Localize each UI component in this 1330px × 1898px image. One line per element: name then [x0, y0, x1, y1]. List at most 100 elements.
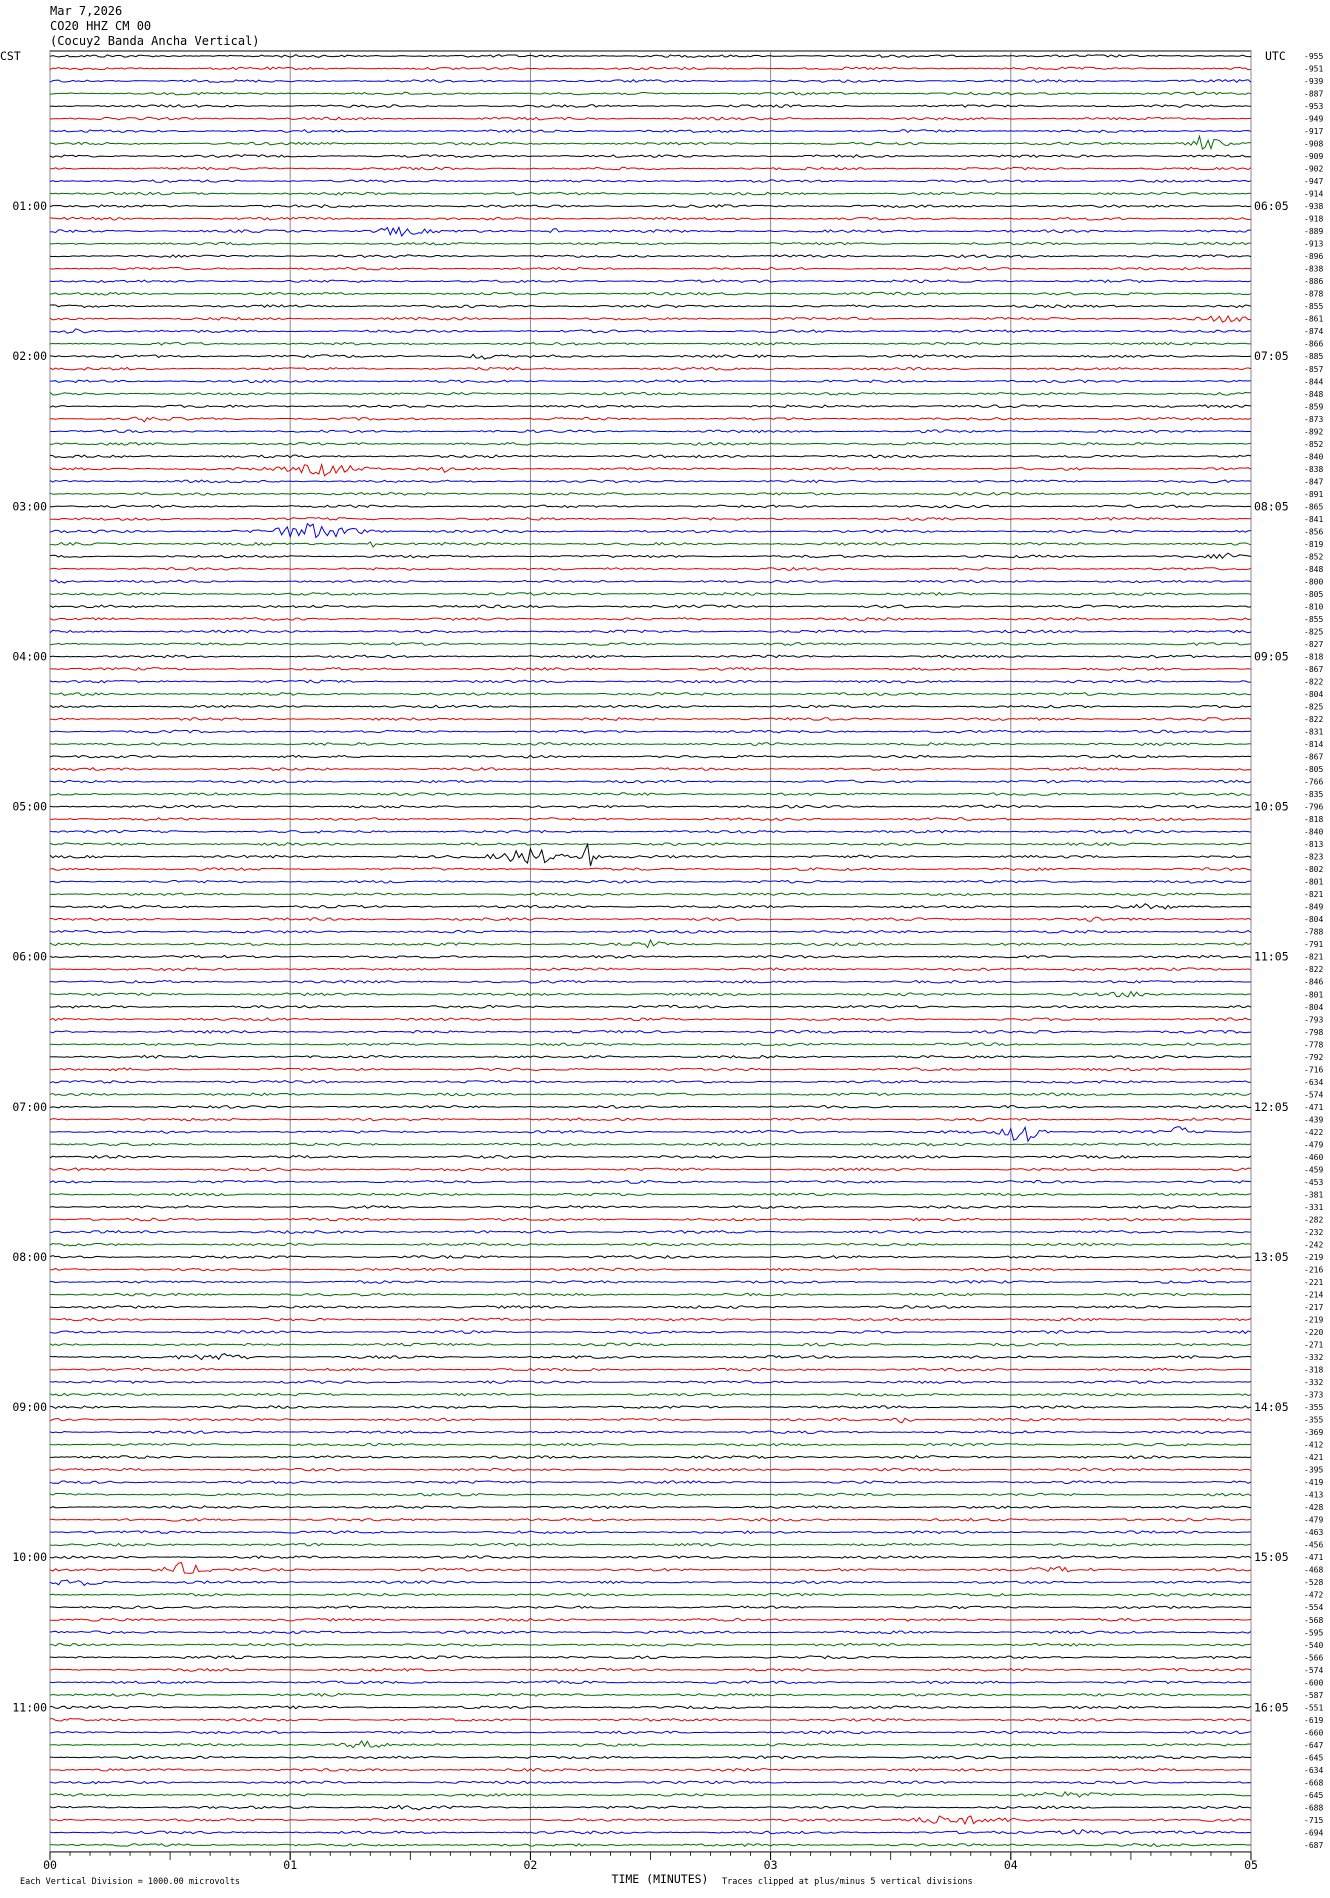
trace	[49, 66, 1252, 71]
trace	[49, 641, 1252, 647]
x-tick-label: 05	[1244, 1858, 1258, 1872]
trace	[49, 1592, 1252, 1597]
row-offset-label: -825	[1304, 703, 1323, 712]
left-hour-label: 01:00	[12, 199, 47, 213]
row-offset-label: -566	[1304, 1653, 1323, 1662]
trace	[49, 1229, 1252, 1234]
row-offset-label: -216	[1304, 1265, 1323, 1274]
row-offset-label: -791	[1304, 940, 1323, 949]
row-offset-label: -918	[1304, 215, 1323, 224]
trace	[49, 591, 1252, 596]
trace	[49, 679, 1251, 684]
trace	[49, 179, 1252, 183]
row-offset-label: -419	[1304, 1478, 1323, 1487]
trace	[49, 314, 1252, 323]
row-offset-label: -848	[1304, 565, 1323, 574]
row-offset-label: -460	[1304, 1153, 1323, 1162]
trace	[49, 129, 1252, 134]
row-offset-label: -891	[1304, 490, 1323, 499]
trace	[49, 1730, 1252, 1735]
trace	[49, 704, 1252, 709]
row-offset-label: -804	[1304, 690, 1323, 699]
trace	[49, 1780, 1252, 1785]
trace	[49, 91, 1252, 96]
trace	[49, 779, 1252, 784]
right-hour-label: 14:05	[1254, 1400, 1289, 1414]
x-axis-label: TIME (MINUTES)	[612, 1872, 709, 1886]
row-offset-label: -219	[1304, 1253, 1323, 1262]
trace	[49, 154, 1252, 159]
row-offset-label: -914	[1304, 190, 1323, 199]
trace	[49, 1517, 1252, 1522]
x-tick-label: 00	[43, 1858, 57, 1872]
trace	[49, 166, 1252, 171]
trace	[49, 1642, 1252, 1647]
x-tick-label: 01	[283, 1858, 297, 1872]
trace	[49, 254, 1252, 259]
row-offset-label: -395	[1304, 1466, 1323, 1475]
trace	[49, 1843, 1252, 1847]
right-hour-label: 16:05	[1254, 1700, 1289, 1714]
trace	[49, 1505, 1252, 1510]
trace	[49, 1717, 1252, 1722]
row-offset-label: -798	[1304, 1028, 1323, 1037]
right-hour-label: 12:05	[1254, 1100, 1289, 1114]
trace	[49, 903, 1252, 910]
trace	[49, 692, 1251, 696]
trace	[49, 1442, 1252, 1447]
trace	[50, 541, 1252, 548]
row-offset-label: -867	[1304, 753, 1323, 762]
row-offset-label: -859	[1304, 402, 1323, 411]
trace	[49, 1430, 1252, 1435]
trace	[50, 1455, 1252, 1460]
trace	[49, 742, 1252, 746]
trace	[49, 617, 1252, 621]
trace	[49, 1017, 1252, 1022]
row-offset-label: -822	[1304, 965, 1323, 974]
row-offset-label: -840	[1304, 828, 1323, 837]
left-hour-label: 08:00	[12, 1250, 47, 1264]
trace	[49, 1154, 1252, 1159]
row-offset-label: -688	[1304, 1803, 1323, 1812]
row-offset-label: -595	[1304, 1628, 1323, 1637]
trace	[49, 829, 1252, 834]
row-offset-label: -805	[1304, 590, 1323, 599]
row-offset-label: -855	[1304, 302, 1323, 311]
row-offset-label: -909	[1304, 152, 1323, 161]
trace	[49, 1655, 1252, 1660]
trace	[49, 654, 1251, 659]
right-hour-label: 10:05	[1254, 800, 1289, 814]
trace	[49, 1029, 1251, 1034]
row-offset-label: -318	[1304, 1366, 1323, 1375]
trace	[49, 767, 1252, 772]
row-offset-label: -878	[1304, 290, 1323, 299]
row-offset-label: -332	[1304, 1353, 1323, 1362]
row-offset-label: -471	[1304, 1103, 1323, 1112]
trace	[49, 391, 1252, 396]
row-offset-label: -887	[1304, 90, 1323, 99]
trace	[49, 1828, 1252, 1835]
row-offset-label: -838	[1304, 265, 1323, 274]
trace	[49, 1692, 1252, 1697]
row-offset-label: -866	[1304, 340, 1323, 349]
row-offset-label: -827	[1304, 640, 1323, 649]
trace	[49, 1767, 1252, 1772]
row-offset-label: -885	[1304, 352, 1323, 361]
row-offset-label: -831	[1304, 728, 1323, 737]
row-offset-label: -801	[1304, 878, 1323, 887]
row-offset-label: -373	[1304, 1391, 1323, 1400]
trace	[50, 1142, 1252, 1147]
trace	[49, 629, 1252, 634]
row-offset-label: -819	[1304, 540, 1323, 549]
row-offset-label: -886	[1304, 277, 1323, 286]
row-offset-label: -867	[1304, 665, 1323, 674]
trace	[50, 717, 1252, 721]
left-hour-label: 03:00	[12, 499, 47, 513]
row-offset-label: -282	[1304, 1215, 1323, 1224]
row-offset-label: -908	[1304, 140, 1323, 149]
trace	[49, 842, 1252, 867]
trace	[49, 328, 1252, 334]
row-offset-label: -453	[1304, 1178, 1323, 1187]
row-offset-label: -369	[1304, 1428, 1323, 1437]
